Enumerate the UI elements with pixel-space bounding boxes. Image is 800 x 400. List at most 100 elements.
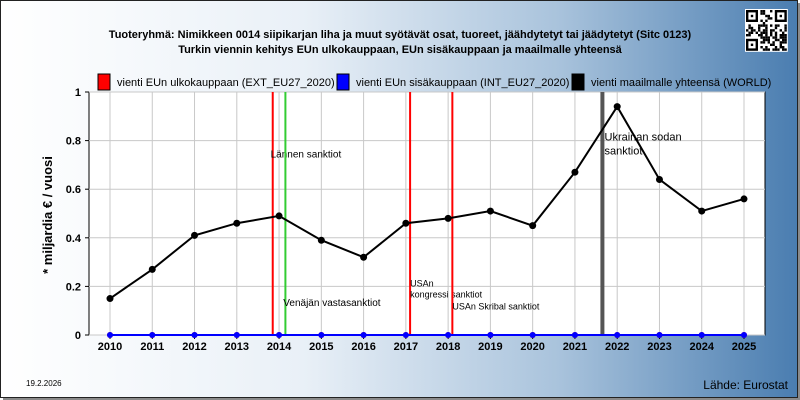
- qr-module: [774, 34, 778, 37]
- series-point: [275, 212, 283, 220]
- qr-module: [767, 17, 770, 20]
- qr-module: [779, 43, 782, 46]
- qr-module: [755, 31, 758, 34]
- series-point: [740, 195, 748, 203]
- event-label: kongressi sanktiot: [410, 289, 483, 299]
- series-point: [445, 332, 452, 338]
- qr-module: [758, 29, 761, 32]
- qr-finder-core: [750, 14, 754, 18]
- qr-module: [765, 38, 768, 42]
- qr-module: [765, 31, 768, 34]
- qr-module: [782, 31, 785, 34]
- series-point: [571, 168, 579, 176]
- series-layer: [106, 103, 748, 338]
- event-label: sanktiot: [605, 146, 643, 158]
- qr-module: [760, 41, 763, 44]
- series-point: [233, 332, 240, 338]
- qr-module: [765, 24, 768, 27]
- series-point: [741, 332, 747, 338]
- qr-module: [767, 36, 770, 39]
- x-tick-label: 2023: [647, 341, 671, 353]
- x-tick-label: 2019: [478, 341, 502, 353]
- qr-module: [762, 48, 766, 51]
- qr-module: [782, 48, 785, 51]
- qr-module: [782, 34, 785, 37]
- x-tick-label: 2020: [520, 341, 544, 353]
- qr-module: [770, 43, 773, 46]
- qr-module: [772, 36, 775, 39]
- x-tick-label: 2018: [436, 341, 460, 353]
- qr-module: [765, 36, 768, 39]
- series-point: [318, 332, 325, 338]
- x-tick-label: 2013: [225, 341, 249, 353]
- qr-module: [777, 38, 780, 42]
- qr-module: [770, 31, 773, 34]
- qr-module: [746, 29, 749, 32]
- x-axis: 2010 2011 2012 2013 2014 2015 2016 2017 2018 2019…: [98, 335, 756, 353]
- qr-module: [767, 38, 770, 42]
- qr-module: [762, 10, 766, 13]
- qr-module: [748, 31, 751, 34]
- series-point: [487, 332, 494, 338]
- qr-module: [762, 31, 766, 34]
- x-tick-label: 2016: [351, 341, 375, 353]
- series-point: [444, 214, 452, 222]
- qr-module: [765, 34, 768, 37]
- x-tick-label: 2024: [689, 341, 714, 353]
- qr-module: [774, 31, 778, 34]
- series-point: [529, 222, 537, 230]
- event-label: Lännen sanktiot: [271, 150, 342, 161]
- qr-module: [760, 10, 763, 13]
- qr-module: [784, 48, 787, 51]
- series-point: [107, 332, 113, 338]
- series-point: [402, 219, 410, 227]
- qr-module: [750, 29, 754, 32]
- qr-module: [770, 17, 773, 20]
- qr-module: [760, 12, 763, 15]
- series-point: [149, 332, 156, 338]
- event-lines: Lännen sanktiot Venäjän vastasanktiot USAn…: [271, 92, 682, 335]
- legend-swatch: [336, 73, 350, 91]
- qr-module: [770, 24, 773, 27]
- qr-module: [784, 24, 787, 27]
- series-point: [191, 332, 198, 338]
- chart-subtitle: Turkin viennin kehitys EUn ulkokauppaan,…: [178, 44, 622, 56]
- qr-module: [767, 48, 770, 51]
- qr-module: [748, 26, 751, 30]
- x-tick-label: 2010: [98, 341, 122, 353]
- x-tick-label: 2022: [605, 341, 629, 353]
- qr-module: [760, 19, 763, 22]
- y-tick-label: 1: [75, 87, 81, 99]
- qr-module: [784, 38, 787, 42]
- qr-module: [762, 22, 766, 25]
- qr-module: [762, 24, 766, 27]
- series-point: [613, 103, 621, 111]
- legend-label: vienti EUn sisäkauppaan (INT_EU27_2020): [356, 77, 569, 89]
- x-tick-label: 2011: [140, 341, 164, 353]
- x-tick-label: 2025: [732, 341, 756, 353]
- qr-module: [760, 24, 763, 27]
- y-tick-label: 0.2: [66, 281, 81, 293]
- qr-module: [760, 36, 763, 39]
- x-tick-label: 2021: [563, 341, 587, 353]
- legend-swatch: [97, 73, 111, 91]
- qr-module: [777, 48, 780, 51]
- qr-module: [760, 34, 763, 37]
- qr-module: [782, 38, 785, 42]
- x-tick-label: 2015: [309, 341, 333, 353]
- qr-module: [779, 29, 782, 32]
- qr-module: [748, 34, 751, 37]
- series-point: [698, 332, 705, 338]
- qr-module: [779, 41, 782, 44]
- event-label: Venäjän vastasanktiot: [283, 298, 381, 309]
- series-point: [276, 332, 283, 338]
- qr-module: [784, 34, 787, 37]
- series-point: [106, 295, 114, 303]
- qr-module: [762, 38, 766, 42]
- qr-module: [774, 36, 778, 39]
- x-tick-label: 2014: [267, 341, 292, 353]
- y-axis: 0 0.2 0.4 0.6 0.8 1: [66, 87, 89, 342]
- qr-module: [760, 46, 763, 49]
- qr-module: [774, 38, 778, 42]
- qr-module: [770, 34, 773, 37]
